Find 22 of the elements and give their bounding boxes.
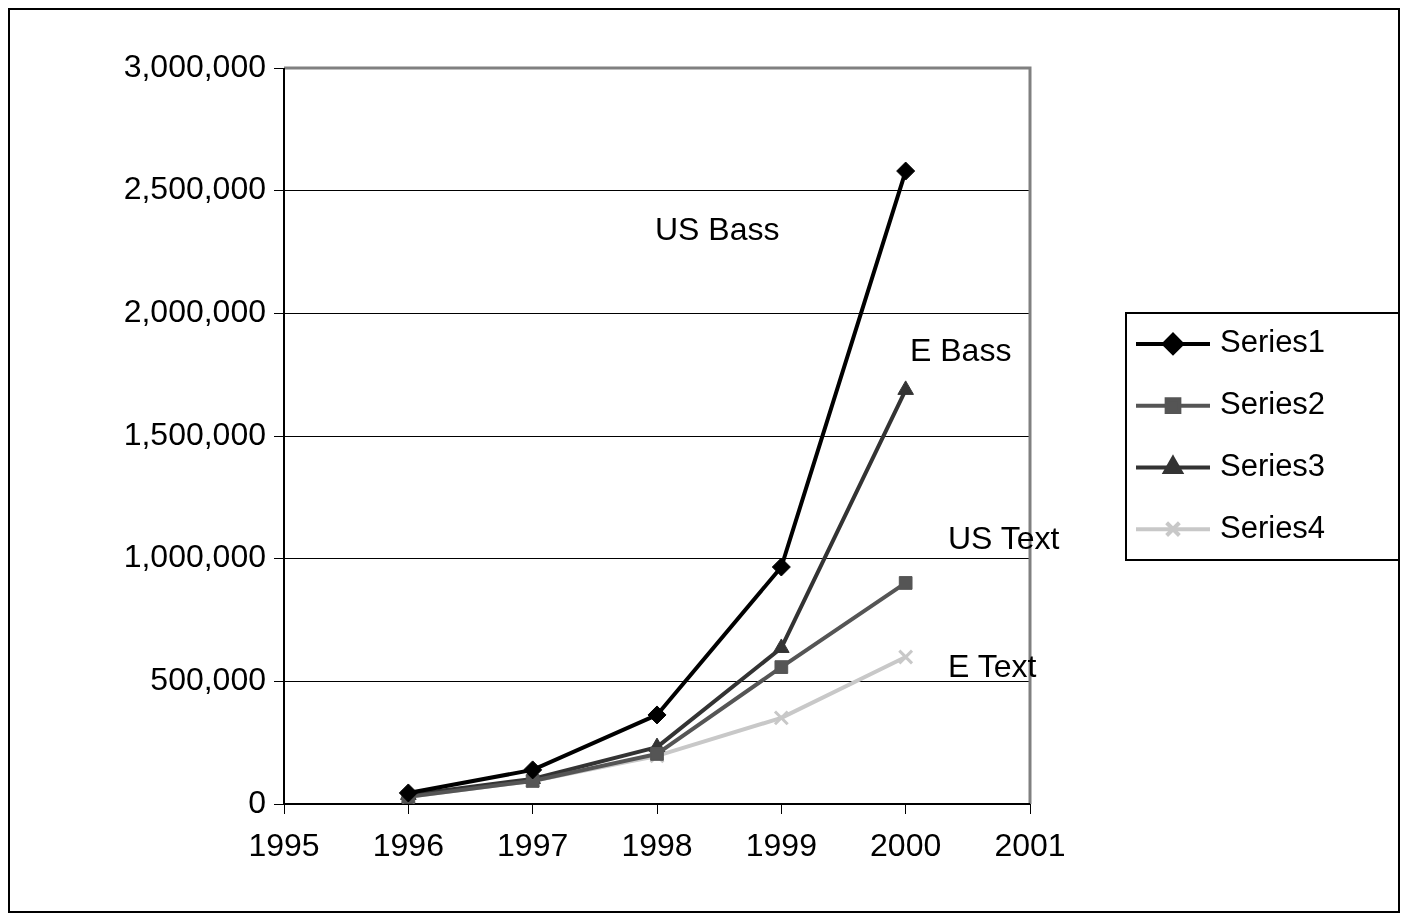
x-tick-label: 1996 — [372, 827, 444, 864]
annotation: US Bass — [655, 210, 780, 247]
x-tick-label: 1995 — [248, 827, 320, 864]
x-tick-label: 1997 — [497, 827, 569, 864]
x-tick-label: 2001 — [994, 827, 1066, 864]
y-tick-label: 2,500,000 — [123, 170, 266, 207]
x-tick-label: 1998 — [621, 827, 693, 864]
y-tick-label: 0 — [248, 783, 266, 820]
legend-label: Series2 — [1220, 386, 1326, 422]
legend-label: Series4 — [1220, 509, 1326, 545]
annotation: E Bass — [910, 331, 1012, 368]
legend-label: Series1 — [1220, 324, 1326, 360]
x-tick-label: 1999 — [745, 827, 817, 864]
annotation: US Text — [948, 519, 1060, 556]
annotation: E Text — [948, 647, 1037, 684]
y-tick-label: 1,500,000 — [123, 415, 266, 452]
legend-label: Series3 — [1220, 447, 1326, 483]
y-tick-label: 3,000,000 — [123, 47, 266, 84]
y-tick-label: 1,000,000 — [123, 538, 266, 575]
y-tick-label: 2,000,000 — [123, 293, 266, 330]
x-tick-label: 2000 — [870, 827, 942, 864]
y-tick-label: 500,000 — [150, 661, 266, 698]
